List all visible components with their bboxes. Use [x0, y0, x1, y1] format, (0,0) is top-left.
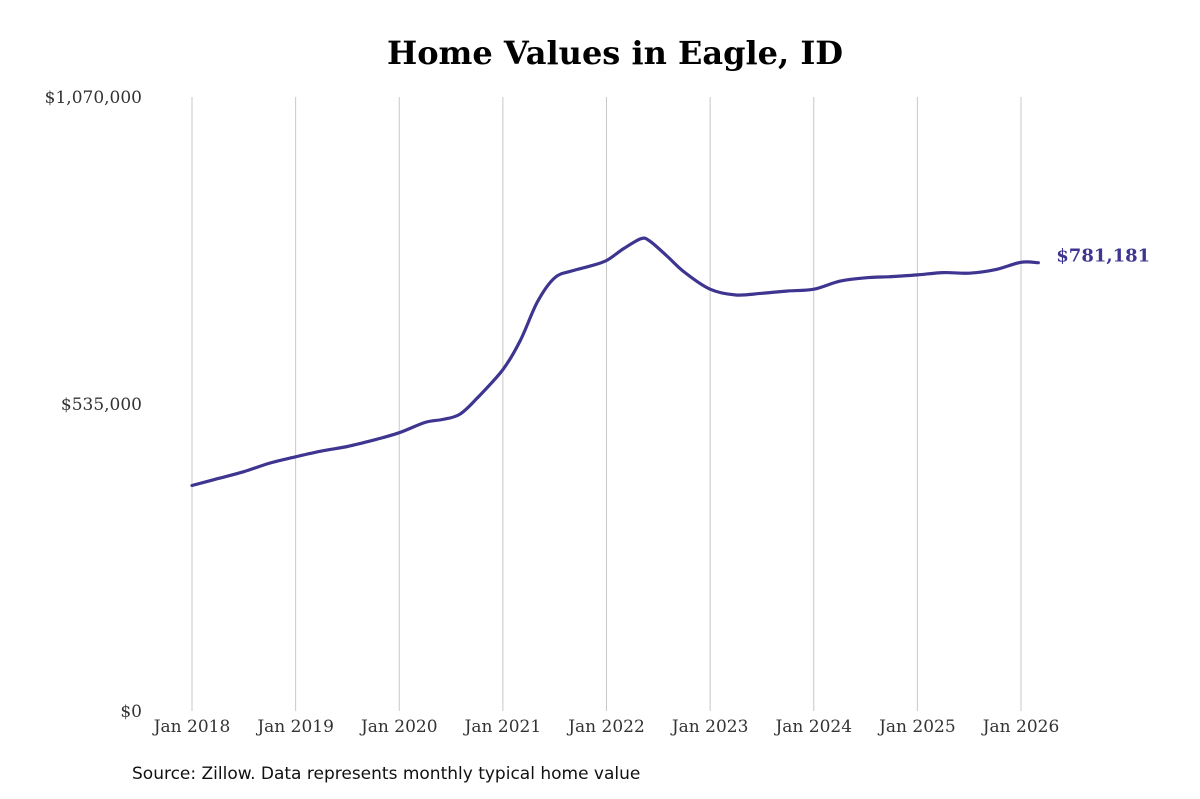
x-tick-label: Jan 2023 — [670, 717, 749, 737]
chart-title: Home Values in Eagle, ID — [386, 34, 844, 72]
end-value-label: $781,181 — [1056, 246, 1150, 267]
x-tick-label: Jan 2021 — [463, 717, 542, 737]
x-tick-label: Jan 2024 — [773, 717, 852, 737]
x-tick-label: Jan 2026 — [981, 717, 1060, 737]
y-tick-label: $0 — [120, 702, 142, 722]
x-tick-label: Jan 2020 — [359, 717, 438, 737]
x-tick-label: Jan 2025 — [877, 717, 956, 737]
x-tick-label: Jan 2018 — [152, 717, 231, 737]
y-tick-label: $1,070,000 — [45, 88, 142, 108]
source-note: Source: Zillow. Data represents monthly … — [132, 764, 641, 784]
x-tick-label: Jan 2019 — [255, 717, 334, 737]
series-line — [190, 236, 1040, 488]
x-tick-label: Jan 2022 — [566, 717, 645, 737]
y-tick-label: $535,000 — [61, 395, 142, 415]
